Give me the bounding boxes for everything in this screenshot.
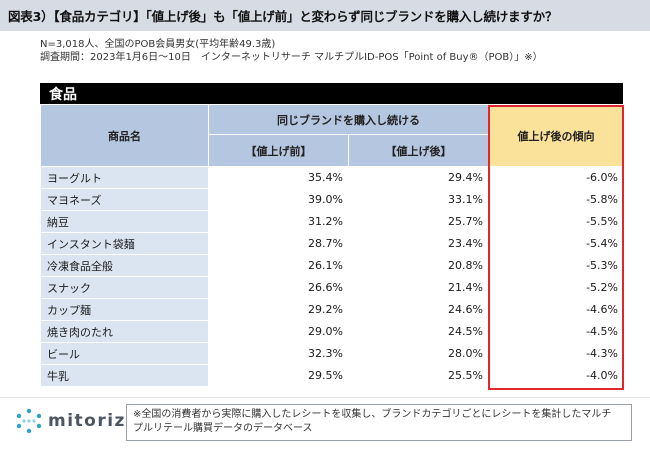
header-after: 【値上げ後】	[348, 134, 489, 167]
mitoriz-logo: mitoriz	[14, 408, 126, 434]
table-row: スナック 26.6% 21.4% -5.2%	[40, 276, 624, 299]
title-bar: 図表3）【食品カテゴリ】「値上げ後」も「値上げ前」と変わらず同じブランドを購入し…	[0, 0, 650, 31]
before-value-cell: 39.0%	[208, 188, 349, 211]
survey-period: 調査期間：2023年1月6日～10日 インターネットリサーチ マルチプルID-P…	[40, 52, 543, 63]
after-value-cell: 29.4%	[348, 166, 489, 189]
header-trend: 値上げ後の傾向	[488, 104, 624, 167]
section-header: 食品	[40, 83, 623, 104]
survey-meta: N=3,018人、全国のPOB会員男女(平均年齢49.3歳) 調査期間：2023…	[40, 38, 543, 64]
trend-value-cell: -5.5%	[488, 210, 624, 233]
after-value-cell: 28.0%	[348, 342, 489, 365]
trend-value-cell: -5.3%	[488, 254, 624, 277]
table-row: 冷凍食品全般 26.1% 20.8% -5.3%	[40, 254, 624, 277]
product-name-cell: ヨーグルト	[40, 166, 209, 189]
header-same-brand: 同じブランドを購入し続ける	[208, 104, 489, 135]
table-row: 牛乳 29.5% 25.5% -4.0%	[40, 364, 624, 387]
table-row: ビール 32.3% 28.0% -4.3%	[40, 342, 624, 365]
table-row: 納豆 31.2% 25.7% -5.5%	[40, 210, 624, 233]
footnote: ※全国の消費者から実際に購入したレシートを収集し、ブランドカテゴリごとにレシート…	[126, 404, 632, 441]
before-value-cell: 32.3%	[208, 342, 349, 365]
header-before: 【値上げ前】	[208, 134, 349, 167]
trend-value-cell: -5.4%	[488, 232, 624, 255]
brand-loyalty-table: 商品名 同じブランドを購入し続ける 値上げ後の傾向 【値上げ前】 【値上げ後】 …	[40, 104, 624, 387]
footer-divider	[0, 397, 650, 398]
sample-info: N=3,018人、全国のPOB会員男女(平均年齢49.3歳)	[40, 39, 276, 50]
trend-value-cell: -6.0%	[488, 166, 624, 189]
trend-value-cell: -4.0%	[488, 364, 624, 387]
table-row: ヨーグルト 35.4% 29.4% -6.0%	[40, 166, 624, 189]
trend-value-cell: -5.2%	[488, 276, 624, 299]
header-product: 商品名	[40, 104, 209, 167]
product-name-cell: 焼き肉のたれ	[40, 320, 209, 343]
before-value-cell: 29.0%	[208, 320, 349, 343]
product-name-cell: ビール	[40, 342, 209, 365]
footnote-line-1: ※全国の消費者から実際に購入したレシートを収集し、ブランドカテゴリごとにレシート…	[133, 409, 612, 420]
before-value-cell: 35.4%	[208, 166, 349, 189]
section-label: 食品	[49, 87, 77, 103]
page-title: 図表3）【食品カテゴリ】「値上げ後」も「値上げ前」と変わらず同じブランドを購入し…	[8, 9, 558, 24]
product-name-cell: スナック	[40, 276, 209, 299]
product-name-cell: 牛乳	[40, 364, 209, 387]
trend-value-cell: -4.5%	[488, 320, 624, 343]
trend-value-cell: -5.8%	[488, 188, 624, 211]
before-value-cell: 31.2%	[208, 210, 349, 233]
after-value-cell: 25.7%	[348, 210, 489, 233]
after-value-cell: 24.6%	[348, 298, 489, 321]
after-value-cell: 25.5%	[348, 364, 489, 387]
after-value-cell: 33.1%	[348, 188, 489, 211]
product-name-cell: カップ麺	[40, 298, 209, 321]
product-name-cell: インスタント袋麺	[40, 232, 209, 255]
before-value-cell: 29.2%	[208, 298, 349, 321]
after-value-cell: 20.8%	[348, 254, 489, 277]
after-value-cell: 23.4%	[348, 232, 489, 255]
product-name-cell: 冷凍食品全般	[40, 254, 209, 277]
trend-value-cell: -4.3%	[488, 342, 624, 365]
table-row: カップ麺 29.2% 24.6% -4.6%	[40, 298, 624, 321]
mitoriz-logo-icon	[16, 408, 42, 434]
product-name-cell: マヨネーズ	[40, 188, 209, 211]
after-value-cell: 24.5%	[348, 320, 489, 343]
before-value-cell: 26.6%	[208, 276, 349, 299]
footnote-line-2: プルリテール購買データのデータベース	[133, 423, 313, 434]
before-value-cell: 26.1%	[208, 254, 349, 277]
table-row: 焼き肉のたれ 29.0% 24.5% -4.5%	[40, 320, 624, 343]
after-value-cell: 21.4%	[348, 276, 489, 299]
table-row: インスタント袋麺 28.7% 23.4% -5.4%	[40, 232, 624, 255]
logo-text: mitoriz	[48, 411, 126, 431]
product-name-cell: 納豆	[40, 210, 209, 233]
trend-value-cell: -4.6%	[488, 298, 624, 321]
before-value-cell: 29.5%	[208, 364, 349, 387]
before-value-cell: 28.7%	[208, 232, 349, 255]
table-row: マヨネーズ 39.0% 33.1% -5.8%	[40, 188, 624, 211]
